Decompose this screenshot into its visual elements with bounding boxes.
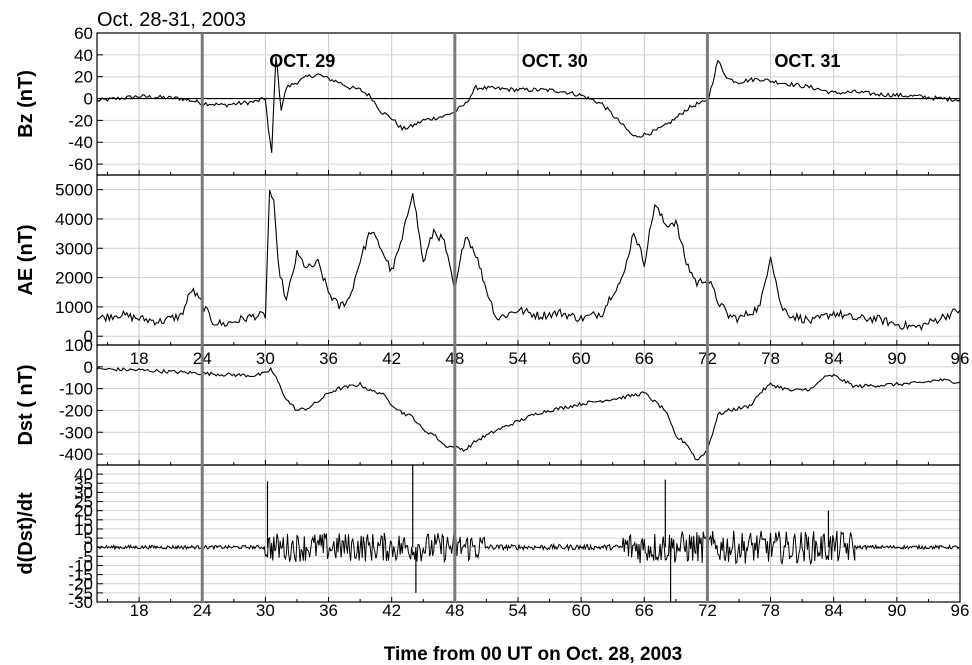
day-annotation: OCT. 30: [522, 51, 588, 71]
y-tick-label: 30: [74, 483, 93, 502]
y-tick-label: 1000: [55, 298, 93, 317]
y-tick-label: 0: [84, 358, 93, 377]
x-tick-label: 96: [951, 349, 970, 368]
y-tick-label: 40: [74, 465, 93, 484]
x-tick-label: 54: [509, 601, 528, 620]
x-tick-label: 60: [572, 349, 591, 368]
panel-ae: 5000 4000 3000 2000 1000 0 AE (nT): [15, 174, 961, 346]
y-tick-label: 2000: [55, 269, 93, 288]
y-tick-label: 20: [74, 502, 93, 521]
x-tick-label: 84: [824, 349, 843, 368]
y-tick-label: -20: [68, 575, 93, 594]
vertical-markers: [200, 33, 709, 602]
y-tick-label: -60: [68, 155, 93, 174]
y-tick-label: 0: [84, 538, 93, 557]
x-tick-label: 30: [256, 349, 275, 368]
y-tick-label: 4000: [55, 210, 93, 229]
x-tick-label: 18: [130, 601, 149, 620]
y-tick-label: 0: [84, 90, 93, 109]
y-tick-label: 40: [74, 46, 93, 65]
x-tick-label: 84: [824, 601, 843, 620]
y-tick-label: 0: [84, 327, 93, 346]
x-tick-label: 60: [572, 601, 591, 620]
x-tick-label: 24: [193, 601, 212, 620]
y-tick-label: 25: [74, 493, 93, 512]
y-tick-label: 15: [74, 511, 93, 530]
y-tick-label: 10: [74, 520, 93, 539]
x-tick-label: 36: [319, 601, 338, 620]
x-tick-label: 18: [130, 349, 149, 368]
y-axis-label: AE (nT): [15, 224, 37, 295]
y-tick-label: 5000: [55, 181, 93, 200]
x-tick-label: 30: [256, 601, 275, 620]
y-axis-label: Bz (nT): [15, 70, 37, 138]
panel-dst: 100 0 -100 -200 -300 -400 Dst ( nT): [15, 336, 961, 466]
panel-bz: 60 40 20 0 -20 -40 -60 Bz (nT): [15, 24, 961, 176]
x-tick-label: 96: [951, 601, 970, 620]
y-tick-label: 100: [65, 336, 93, 355]
x-tick-label: 66: [635, 601, 654, 620]
x-tick-label: 90: [887, 601, 906, 620]
y-tick-label: 3000: [55, 239, 93, 258]
y-tick-label: 5: [84, 529, 93, 548]
x-tick-label: 42: [382, 349, 401, 368]
y-axis-label: Dst ( nT): [15, 364, 37, 445]
y-tick-label: -100: [59, 380, 93, 399]
y-tick-label: -25: [68, 584, 93, 603]
chart-title: Oct. 28-31, 2003: [97, 9, 246, 31]
x-tick-label: 90: [887, 349, 906, 368]
y-axis-label: d(Dst)/dt: [15, 492, 37, 575]
x-tick-label: 78: [761, 349, 780, 368]
x-tick-label: 54: [509, 349, 528, 368]
panel-frame: [96, 174, 961, 346]
y-tick-label: -15: [68, 566, 93, 585]
y-tick-label: 60: [74, 24, 93, 43]
y-tick-label: -20: [68, 111, 93, 130]
series-ddst: [96, 530, 961, 566]
panel-frame: [96, 464, 961, 603]
y-tick-label: -5: [78, 547, 93, 566]
series-bz: [96, 56, 961, 153]
x-tick-label: 78: [761, 601, 780, 620]
y-tick-label: 20: [74, 68, 93, 87]
x-tick-label: 66: [635, 349, 654, 368]
y-tick-label: -30: [68, 593, 93, 612]
y-tick-label: -40: [68, 133, 93, 152]
x-axis-label: Time from 00 UT on Oct. 28, 2003: [384, 644, 682, 665]
day-annotations: OCT. 29 OCT. 30 OCT. 31: [269, 51, 840, 71]
y-tick-label: -10: [68, 556, 93, 575]
x-tick-label: 36: [319, 349, 338, 368]
x-tick-label: 42: [382, 601, 401, 620]
day-annotation: OCT. 31: [774, 51, 840, 71]
y-tick-label: -400: [59, 445, 93, 464]
series-dst: [96, 366, 961, 461]
y-tick-label: -200: [59, 401, 93, 420]
y-tick-label: 35: [74, 474, 93, 493]
x-tick-label: 72: [698, 601, 717, 620]
day-annotation: OCT. 29: [269, 51, 335, 71]
x-tick-labels-bottom: 18 24 30 36 42 48 54 60 66 72 78 84 90 96: [130, 601, 970, 620]
x-tick-label: 48: [445, 601, 464, 620]
series-ae: [96, 189, 961, 332]
y-tick-label: -300: [59, 423, 93, 442]
